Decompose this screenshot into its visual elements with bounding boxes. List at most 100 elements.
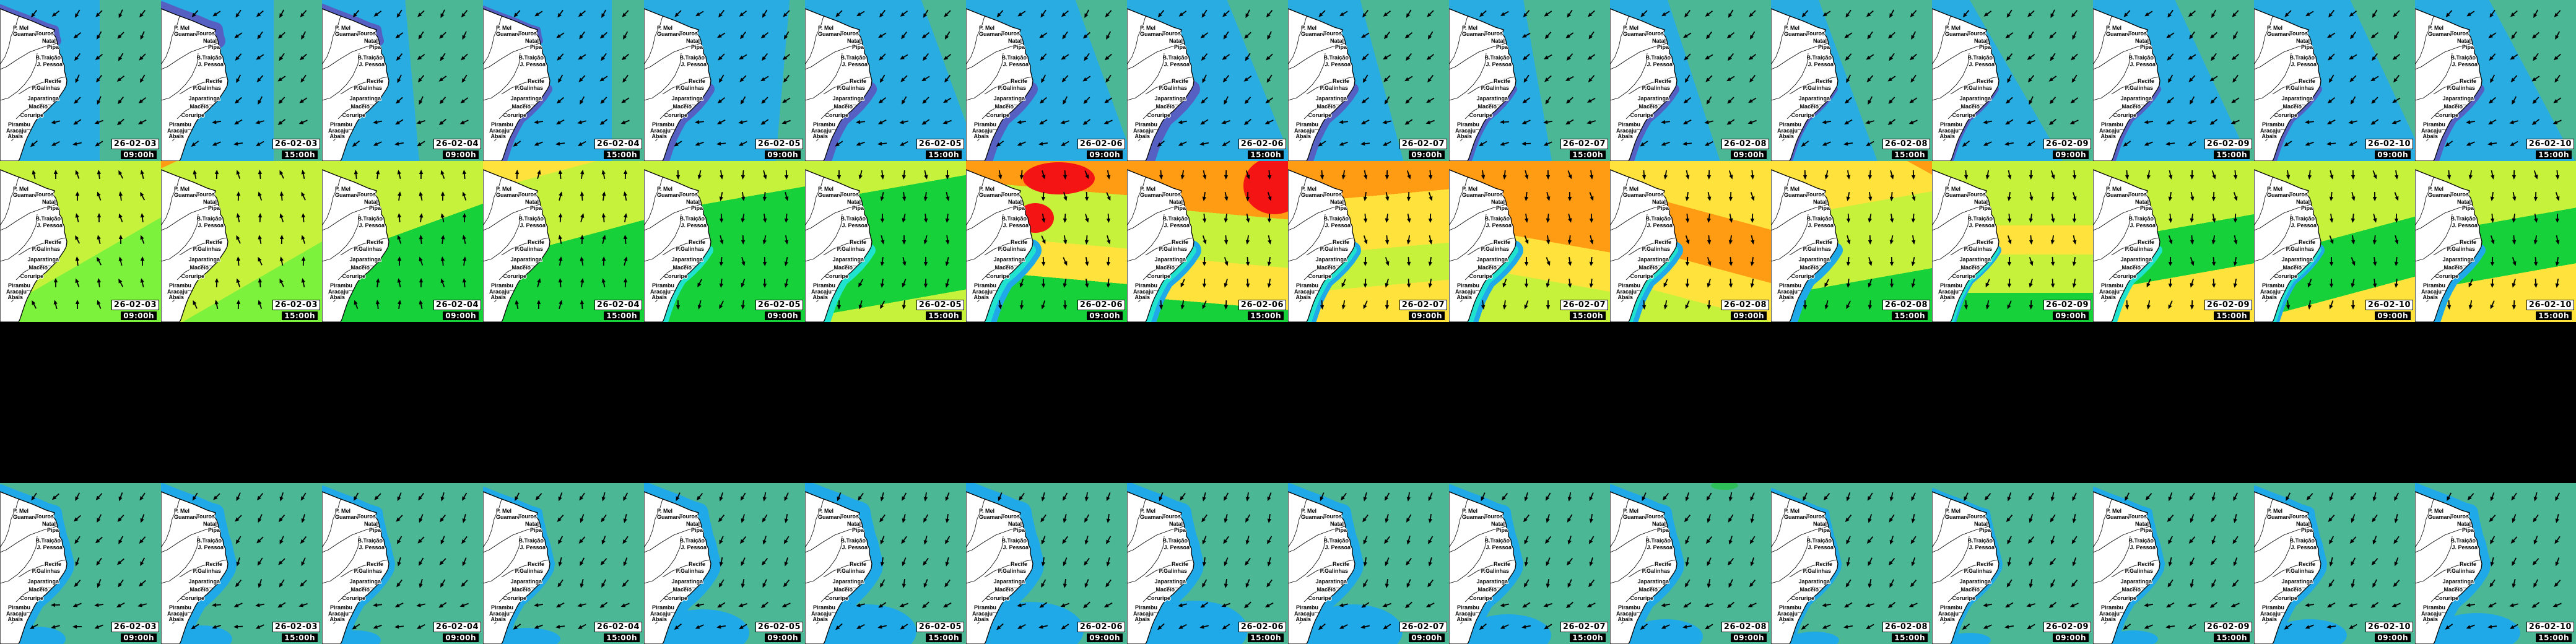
map-tile[interactable]: P. Mel Guamaré Touros Natal Pipa B.Traição J. … <box>644 483 805 644</box>
map-tile[interactable]: P. Mel Guamaré Touros Natal Pipa B.Traição J. … <box>1127 483 1288 644</box>
map-tile[interactable]: P. Mel Guamaré Touros Natal Pipa B.Traição J. … <box>1288 161 1449 322</box>
direction-arrow-icon <box>212 603 222 607</box>
place-label: Maceió <box>994 264 1014 271</box>
direction-arrow-icon <box>697 170 702 180</box>
missing-row-band <box>0 322 2576 483</box>
map-tile[interactable]: P. Mel Guamaré Touros Natal Pipa B.Traição J. … <box>2093 161 2254 322</box>
direction-arrow-icon <box>1908 120 1918 124</box>
map-tile[interactable]: P. Mel Guamaré Touros Natal Pipa B.Traição J. … <box>805 161 966 322</box>
map-tile[interactable]: P. Mel Guamaré Touros Natal Pipa B.Traição J. … <box>2415 161 2576 322</box>
map-tile[interactable]: P. Mel Guamaré Touros Natal Pipa B.Traição J. … <box>322 483 483 644</box>
map-tile[interactable]: P. Mel Guamaré Touros Natal Pipa B.Traição J. … <box>2254 161 2415 322</box>
place-label: Touros <box>2289 30 2308 37</box>
direction-arrow-icon <box>2233 513 2237 523</box>
state-border-line <box>11 289 33 303</box>
sea-patch <box>1711 483 1738 490</box>
direction-arrow-icon <box>1266 74 1273 83</box>
state-border-line <box>1449 15 1468 65</box>
direction-arrow-icon <box>674 623 682 630</box>
map-tile[interactable]: P. Mel Guamaré Touros Natal Pipa B.Traição J. … <box>1932 0 2093 161</box>
place-label: P.Galinhas <box>193 568 221 574</box>
map-tile[interactable]: P. Mel Guamaré Touros Natal Pipa B.Traição J. … <box>1610 161 1771 322</box>
place-label: P.Galinhas <box>1159 568 1187 574</box>
map-tile[interactable]: P. Mel Guamaré Touros Natal Pipa B.Traição J. … <box>966 483 1127 644</box>
place-label: J. Pessoa <box>37 222 63 228</box>
direction-arrow-icon <box>1704 603 1713 607</box>
map-tile[interactable]: P. Mel Guamaré Touros Natal Pipa B.Traição J. … <box>0 161 161 322</box>
place-label: Pirambu <box>1779 604 1801 611</box>
map-tile[interactable]: P. Mel Guamaré Touros Natal Pipa B.Traição J. … <box>966 0 1127 161</box>
map-tile[interactable]: P. Mel Guamaré Touros Natal Pipa B.Traição J. … <box>483 483 644 644</box>
map-tile[interactable]: P. Mel Guamaré Touros Natal Pipa B.Traição J. … <box>322 161 483 322</box>
map-tile[interactable]: P. Mel Guamaré Touros Natal Pipa B.Traição J. … <box>1127 0 1288 161</box>
direction-arrow-icon <box>1705 10 1713 17</box>
map-tile[interactable]: P. Mel Guamaré Touros Natal Pipa B.Traição J. … <box>2093 0 2254 161</box>
map-tile[interactable]: P. Mel Guamaré Touros Natal Pipa B.Traição J. … <box>1610 0 1771 161</box>
map-tile[interactable]: P. Mel Guamaré Touros Natal Pipa B.Traição J. … <box>161 161 322 322</box>
place-label: P.Galinhas <box>2447 85 2475 91</box>
map-tile[interactable]: P. Mel Guamaré Touros Natal Pipa B.Traição J. … <box>1771 161 1932 322</box>
place-label: B.Traição <box>1484 537 1510 544</box>
direction-arrow-icon <box>51 493 59 500</box>
map-tile[interactable]: P. Mel Guamaré Touros Natal Pipa B.Traição J. … <box>1288 483 1449 644</box>
direction-arrow-icon <box>1425 603 1435 607</box>
state-border-line <box>483 498 502 548</box>
direction-arrow-icon <box>601 278 606 288</box>
place-label: Aracaju <box>2099 128 2120 134</box>
map-tile[interactable]: P. Mel Guamaré Touros Natal Pipa B.Traição J. … <box>322 0 483 161</box>
map-tile[interactable]: P. Mel Guamaré Touros Natal Pipa B.Traição J. … <box>2254 0 2415 161</box>
map-tile[interactable]: P. Mel Guamaré Touros Natal Pipa B.Traição J. … <box>161 0 322 161</box>
direction-arrow-icon <box>1267 170 1272 180</box>
map-tile[interactable]: P. Mel Guamaré Touros Natal Pipa B.Traição J. … <box>483 0 644 161</box>
direction-arrow-icon <box>1019 492 1025 501</box>
map-tile[interactable]: P. Mel Guamaré Touros Natal Pipa B.Traição J. … <box>1127 161 1288 322</box>
direction-arrow-icon <box>878 97 887 103</box>
direction-arrow-icon <box>97 191 102 201</box>
state-border-line <box>2433 76 2481 95</box>
map-tile[interactable]: P. Mel Guamaré Touros Natal Pipa B.Traição J. … <box>1771 0 1932 161</box>
map-tile[interactable]: P. Mel Guamaré Touros Natal Pipa B.Traição J. … <box>2415 0 2576 161</box>
direction-arrow-icon <box>140 213 145 223</box>
direction-arrow-icon <box>1106 536 1112 544</box>
map-tile[interactable]: P. Mel Guamaré Touros Natal Pipa B.Traição J. … <box>161 483 322 644</box>
map-tile[interactable]: P. Mel Guamaré Touros Natal Pipa B.Traição J. … <box>2093 483 2254 644</box>
map-tile[interactable]: P. Mel Guamaré Touros Natal Pipa B.Traição J. … <box>1449 161 1610 322</box>
map-tile[interactable]: P. Mel Guamaré Touros Natal Pipa B.Traição J. … <box>1449 483 1610 644</box>
map-tile[interactable]: P. Mel Guamaré Touros Natal Pipa B.Traição J. … <box>0 483 161 644</box>
direction-arrow-icon <box>2394 170 2399 180</box>
map-tile[interactable]: P. Mel Guamaré Touros Natal Pipa B.Traição J. … <box>805 0 966 161</box>
direction-arrow-icon <box>1084 9 1090 19</box>
map-tile[interactable]: P. Mel Guamaré Touros Natal Pipa B.Traição J. … <box>0 0 161 161</box>
state-border-line <box>1288 53 1326 101</box>
direction-arrow-icon <box>1405 97 1412 104</box>
state-border-line <box>1464 103 1502 120</box>
direction-arrow-icon <box>1180 279 1185 288</box>
direction-arrow-icon <box>1157 623 1165 630</box>
direction-arrow-icon <box>1546 192 1551 201</box>
direction-arrow-icon <box>258 514 263 523</box>
map-tile[interactable]: P. Mel Guamaré Touros Natal Pipa B.Traição J. … <box>483 161 644 322</box>
direction-arrow-icon <box>2533 191 2538 201</box>
map-tile[interactable]: P. Mel Guamaré Touros Natal Pipa B.Traição J. … <box>1932 161 2093 322</box>
map-tile[interactable]: P. Mel Guamaré Touros Natal Pipa B.Traição J. … <box>1932 483 2093 644</box>
direction-arrow-icon <box>2286 170 2291 180</box>
direction-arrow-icon <box>116 118 124 126</box>
map-tile[interactable]: P. Mel Guamaré Touros Natal Pipa B.Traição J. … <box>644 0 805 161</box>
map-tile[interactable]: P. Mel Guamaré Touros Natal Pipa B.Traição J. … <box>1288 0 1449 161</box>
map-tile[interactable]: P. Mel Guamaré Touros Natal Pipa B.Traição J. … <box>644 161 805 322</box>
direction-arrow-icon <box>1362 53 1369 61</box>
map-tile[interactable]: P. Mel Guamaré Touros Natal Pipa B.Traição J. … <box>1610 483 1771 644</box>
tile-date: 26-02-04 <box>594 300 642 310</box>
map-tile[interactable]: P. Mel Guamaré Touros Natal Pipa B.Traição J. … <box>1449 0 1610 161</box>
map-tile[interactable]: P. Mel Guamaré Touros Natal Pipa B.Traição J. … <box>805 483 966 644</box>
direction-arrow-icon <box>783 10 790 17</box>
place-label: Pirambu <box>813 604 835 611</box>
place-label: Japaratinga <box>188 256 220 263</box>
map-tile[interactable]: P. Mel Guamaré Touros Natal Pipa B.Traição J. … <box>966 161 1127 322</box>
direction-arrow-icon <box>2552 603 2562 607</box>
map-tile[interactable]: P. Mel Guamaré Touros Natal Pipa B.Traição J. … <box>1771 483 1932 644</box>
direction-arrow-icon <box>140 31 145 40</box>
map-tile[interactable]: P. Mel Guamaré Touros Natal Pipa B.Traição J. … <box>2254 483 2415 644</box>
map-tile[interactable]: P. Mel Guamaré Touros Natal Pipa B.Traição J. … <box>2415 483 2576 644</box>
place-label: Aracaju <box>1294 289 1315 295</box>
